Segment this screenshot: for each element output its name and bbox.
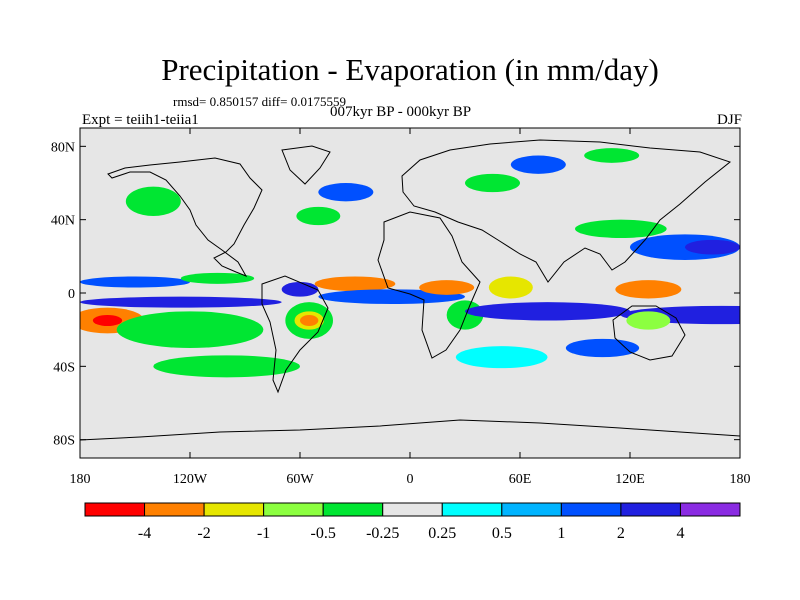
- y-tick-label-3: 40S: [53, 360, 75, 375]
- field-region-29: [455, 346, 548, 369]
- colorbar-label-4: -0.25: [366, 525, 399, 542]
- field-region-28: [153, 355, 300, 378]
- field-region-27: [584, 148, 640, 163]
- colorbar-label-2: -1: [257, 525, 270, 542]
- coastlines: [80, 139, 740, 441]
- field-region-24: [318, 183, 374, 202]
- colorbar-swatch-4: [322, 502, 384, 517]
- y-tick-label-4: 80S: [53, 434, 75, 449]
- x-tick-label-6: 180: [730, 472, 751, 487]
- colorbar-label-9: 4: [676, 525, 684, 542]
- coastline-greenland: [281, 145, 331, 185]
- colorbar-label-0: -4: [138, 525, 151, 542]
- x-tick-label-0: 180: [70, 472, 91, 487]
- field-region-26: [510, 155, 566, 174]
- field-region-2: [116, 311, 264, 348]
- field-region-11: [318, 289, 465, 304]
- field-region-18: [626, 311, 671, 330]
- field-region-10: [314, 276, 396, 292]
- field-region-9: [281, 282, 319, 297]
- field-region-3: [80, 296, 282, 308]
- colorbar-label-8: 2: [617, 525, 625, 542]
- colorbar-swatch-2: [203, 502, 265, 517]
- field-region-12: [419, 280, 475, 295]
- coastline-south-america: [261, 275, 329, 394]
- coastline-africa: [377, 211, 481, 359]
- colorbar-swatch-7: [501, 502, 562, 517]
- field-region-17: [615, 280, 682, 299]
- field-region-21: [575, 219, 667, 238]
- field-region-8: [300, 315, 319, 326]
- y-tick-label-2: 0: [68, 287, 75, 302]
- field-region-22: [125, 186, 181, 216]
- field-region-1: [92, 315, 123, 326]
- colorbar-label-5: 0.25: [428, 525, 456, 542]
- field-region-20: [685, 239, 740, 255]
- colorbar-swatch-0: [84, 502, 146, 517]
- colorbar: -4 -2 -1 -0.5 -0.25 0.25 0.5 1 2 4: [84, 502, 741, 542]
- colorbar-swatch-5: [382, 502, 443, 517]
- colorbar-swatch-9: [620, 502, 681, 517]
- colorbar-label-6: 0.5: [492, 525, 512, 542]
- field-region-23: [296, 206, 341, 226]
- colorbar-label-1: -2: [197, 525, 210, 542]
- y-tick-label-1: 40N: [51, 214, 75, 229]
- x-tick-label-5: 120E: [615, 472, 645, 487]
- coastline-australia: [612, 305, 686, 361]
- colorbar-swatch-8: [560, 502, 622, 517]
- period-label: 007kyr BP - 000kyr BP: [330, 104, 472, 120]
- field-region-4: [80, 276, 190, 288]
- colorbar-swatch-10: [679, 502, 741, 517]
- field-region-15: [465, 302, 630, 321]
- map-title: Precipitation - Evaporation (in mm/day): [161, 52, 659, 87]
- coastline-eurasia: [401, 139, 732, 283]
- colorbar-swatch-3: [263, 502, 324, 517]
- colorbar-swatch-1: [144, 502, 205, 517]
- field-region-25: [465, 173, 520, 193]
- x-tick-label-1: 120W: [173, 472, 208, 487]
- field-layer: [80, 148, 740, 378]
- field-region-13: [488, 276, 533, 299]
- colorbar-swatch-6: [441, 502, 503, 517]
- field-region-30: [565, 338, 640, 358]
- coastline-antarctica: [80, 419, 740, 441]
- colorbar-label-7: 1: [557, 525, 565, 542]
- colorbar-label-3: -0.5: [311, 525, 336, 542]
- y-tick-label-0: 80N: [51, 140, 75, 155]
- x-tick-label-2: 60W: [286, 472, 314, 487]
- axis-ticks: 80N 40N 0 40S 80S 180 120W 60W 0 60E 120E 180: [51, 128, 751, 487]
- experiment-label: Expt = teiih1-teiia1: [82, 112, 199, 128]
- coastline-north-america: [107, 157, 263, 277]
- field-region-5: [180, 272, 255, 284]
- rmsd-diff-stats: rmsd= 0.850157 diff= 0.0175559: [173, 94, 346, 109]
- x-tick-label-3: 0: [407, 472, 414, 487]
- season-label: DJF: [716, 112, 742, 128]
- x-tick-label-4: 60E: [509, 472, 532, 487]
